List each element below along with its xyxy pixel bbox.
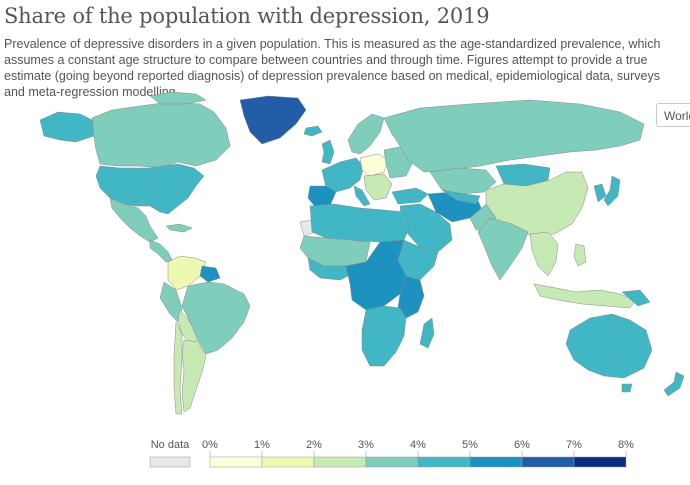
region-argentina[interactable] xyxy=(181,339,207,413)
legend-bin-5[interactable] xyxy=(469,456,523,468)
legend-tick-label: 8% xyxy=(618,439,634,451)
legend-no-data-label: No data xyxy=(151,439,190,451)
region-tasmania[interactable] xyxy=(621,383,633,393)
region-central-america[interactable] xyxy=(149,239,173,263)
region-australia[interactable] xyxy=(565,313,653,379)
region-central-europe[interactable] xyxy=(359,153,389,177)
region-turkey[interactable] xyxy=(391,187,429,205)
legend-tick-label: 4% xyxy=(410,439,426,451)
world-map xyxy=(39,91,685,415)
legend-tick-label: 7% xyxy=(566,439,582,451)
region-mexico[interactable] xyxy=(109,197,159,243)
legend-tick-label: 1% xyxy=(254,439,270,451)
region-new-zealand[interactable] xyxy=(663,371,685,397)
region-papua-new-guinea[interactable] xyxy=(621,289,651,307)
legend-bin-1[interactable] xyxy=(261,456,315,468)
region-philippines[interactable] xyxy=(573,243,587,267)
legend-tick-label: 2% xyxy=(306,439,322,451)
region-guianas[interactable] xyxy=(199,265,221,283)
region-korea-japan[interactable] xyxy=(593,175,621,207)
legend-bin-6[interactable] xyxy=(521,456,575,468)
region-balkans[interactable] xyxy=(363,173,393,201)
chart-subtitle: Prevalence of depressive disorders in a … xyxy=(4,37,661,99)
legend-bin-3[interactable] xyxy=(365,456,419,468)
legend-tick-label: 3% xyxy=(358,439,374,451)
region-italy[interactable] xyxy=(353,185,371,207)
region-canadian-islands[interactable] xyxy=(149,91,207,105)
legend-no-data-swatch xyxy=(149,456,191,468)
region-scandinavia[interactable] xyxy=(347,113,385,155)
region-india[interactable] xyxy=(477,217,529,281)
region-indonesia[interactable] xyxy=(533,283,637,309)
region-select-button[interactable]: World xyxy=(656,103,690,127)
region-southern-africa[interactable] xyxy=(361,305,407,367)
legend-bin-2[interactable] xyxy=(313,456,367,468)
region-alaska[interactable] xyxy=(39,111,95,143)
legend-bin-4[interactable] xyxy=(417,456,471,468)
region-madagascar[interactable] xyxy=(419,317,435,349)
legend-tick-label: 5% xyxy=(462,439,478,451)
region-chile[interactable] xyxy=(173,321,183,415)
region-canada[interactable] xyxy=(91,101,231,169)
legend-bin-0[interactable] xyxy=(209,456,263,468)
chart-title: Share of the population with depression,… xyxy=(4,4,490,28)
legend-tick-label: 0% xyxy=(202,439,218,451)
region-greenland[interactable] xyxy=(239,95,307,145)
region-cuba[interactable] xyxy=(165,223,193,233)
region-russia[interactable] xyxy=(383,99,645,173)
region-iceland[interactable] xyxy=(303,125,323,137)
region-southeast-asia[interactable] xyxy=(529,231,559,277)
region-central-asia[interactable] xyxy=(441,189,481,205)
region-united-states[interactable] xyxy=(95,163,205,215)
region-united-kingdom[interactable] xyxy=(321,139,335,165)
legend-tick-label: 6% xyxy=(514,439,530,451)
legend-bin-7[interactable] xyxy=(573,456,627,468)
region-north-africa[interactable] xyxy=(309,203,411,243)
color-legend: No data 0% 1% 2% 3% 4% 5% 6% 7% 8% xyxy=(149,439,634,468)
